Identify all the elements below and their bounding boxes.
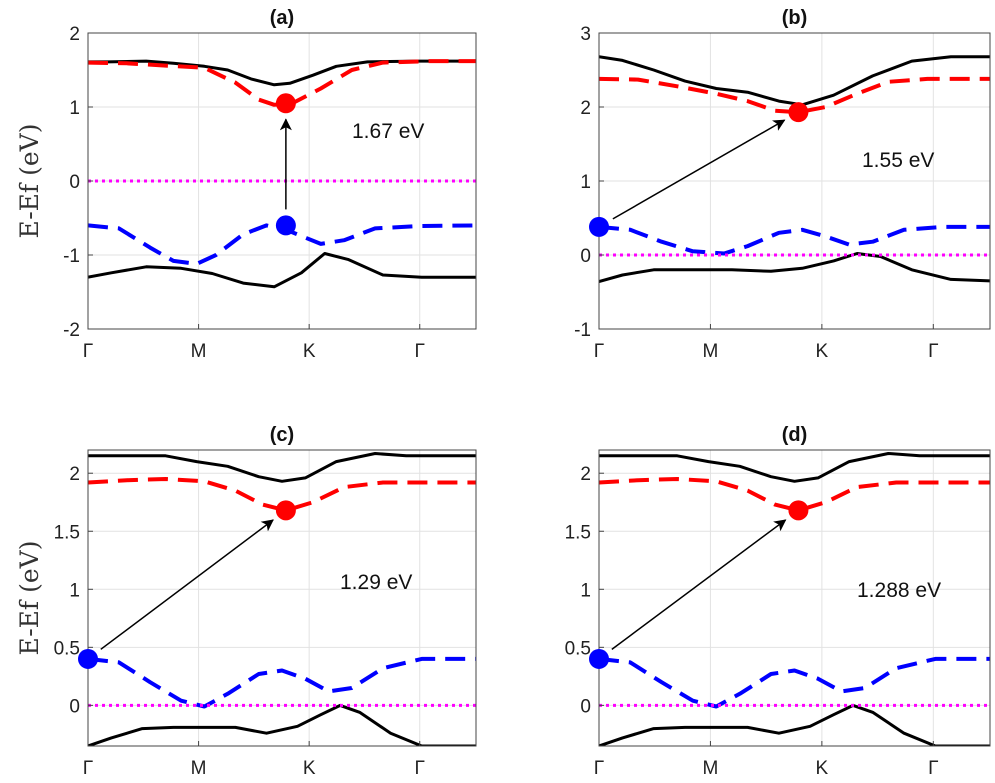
panel-c: 0 0.5 1 1.5 2 Γ M K Γ (c) E-Ef (eV) 1.29 eV	[15, 424, 477, 779]
y-tick-label: 1	[69, 580, 80, 601]
band-gap-label: 1.67 eV	[352, 120, 424, 143]
band-curves	[88, 59, 476, 289]
conduction-band-dashed	[599, 76, 990, 115]
y-tick-label: 0.5	[54, 638, 80, 659]
transition-arrow	[612, 119, 786, 220]
valence-band-dashed	[599, 224, 990, 256]
plot-area	[88, 450, 476, 746]
x-tick-label: K	[303, 341, 316, 362]
axes-box	[87, 449, 477, 747]
conduction-band-dashed	[599, 477, 990, 513]
y-tick-label: 2	[69, 24, 80, 45]
x-tick-label: K	[816, 758, 829, 779]
x-tick-label: K	[303, 758, 316, 779]
x-tick-label: Γ	[928, 758, 938, 779]
cbm-marker	[275, 93, 296, 114]
y-axis-label: E-Ef (eV)	[15, 541, 44, 656]
vbm-marker	[275, 215, 296, 236]
y-tick-label: 0	[580, 246, 591, 267]
y-tick-label: 1.5	[565, 522, 591, 543]
band-curves	[88, 452, 476, 746]
panel-a: -2 -1 0 1 2 Γ M K Γ (a) E-Ef (eV) 1.67 eV	[15, 7, 477, 362]
cbm-marker	[788, 102, 809, 123]
transition-arrow	[100, 519, 274, 650]
band-line-solid	[599, 703, 990, 746]
y-tick-label: 0	[69, 172, 80, 193]
band-line-solid	[88, 452, 476, 483]
vbm-marker	[589, 216, 609, 237]
y-tick-label: 3	[580, 24, 591, 45]
valence-band-dashed	[88, 656, 476, 709]
cbm-marker	[788, 500, 809, 521]
y-tick-label: 0	[580, 696, 591, 717]
x-tick-label: M	[191, 758, 207, 779]
panel-b: -1 0 1 2 3 Γ M K Γ (b) 1.55 eV	[574, 7, 991, 362]
y-tick-label: 2	[580, 464, 591, 485]
band-curves	[599, 452, 990, 746]
transition-arrow	[611, 519, 787, 650]
x-tick-label: M	[191, 341, 207, 362]
conduction-band-dashed	[88, 59, 476, 107]
vbm-marker	[589, 648, 609, 669]
x-tick-label: K	[816, 341, 829, 362]
panel-d: 0 0.5 1 1.5 2 Γ M K Γ (d) 1.288 eV	[565, 424, 991, 779]
y-tick-label: 2	[580, 98, 591, 119]
band-gap-label: 1.29 eV	[340, 571, 412, 594]
x-tick-label: Γ	[594, 758, 604, 779]
panel-title: (b)	[782, 7, 808, 29]
valence-band-dashed	[599, 656, 990, 709]
x-tick-label: M	[703, 341, 719, 362]
band-line-solid	[599, 252, 990, 284]
y-tick-label: 2	[69, 464, 80, 485]
plot-area	[599, 450, 990, 746]
y-tick-label: 1	[580, 172, 591, 193]
x-tick-label: Γ	[415, 758, 425, 779]
y-tick-label: 1.5	[54, 522, 80, 543]
axes-box	[598, 449, 991, 747]
panel-title: (c)	[270, 424, 294, 446]
valence-band-dashed	[88, 223, 476, 266]
band-line-solid	[599, 452, 990, 483]
y-tick-label: 0.5	[565, 638, 591, 659]
band-line-solid	[88, 59, 476, 87]
y-tick-label: 1	[580, 580, 591, 601]
x-tick-label: Γ	[415, 341, 425, 362]
x-tick-label: M	[703, 758, 719, 779]
x-tick-label: Γ	[928, 341, 938, 362]
x-tick-label: Γ	[83, 758, 93, 779]
conduction-band-dashed	[88, 477, 476, 513]
band-line-solid	[88, 703, 476, 746]
cbm-marker	[275, 500, 296, 521]
y-tick-label: 0	[69, 696, 80, 717]
x-tick-label: Γ	[594, 341, 604, 362]
band-curves	[599, 55, 990, 284]
y-tick-label: -1	[63, 246, 80, 267]
y-tick-label: 1	[69, 98, 80, 119]
y-tick-label: -1	[574, 320, 591, 341]
band-line-solid	[599, 55, 990, 107]
band-line-solid	[88, 252, 476, 289]
y-axis-label: E-Ef (eV)	[15, 124, 44, 239]
y-tick-label: -2	[63, 320, 80, 341]
vbm-marker	[78, 648, 98, 669]
x-tick-label: Γ	[83, 341, 93, 362]
panel-title: (a)	[270, 7, 294, 29]
panel-title: (d)	[782, 424, 808, 446]
band-gap-label: 1.55 eV	[862, 149, 934, 172]
band-gap-label: 1.288 eV	[857, 579, 941, 602]
